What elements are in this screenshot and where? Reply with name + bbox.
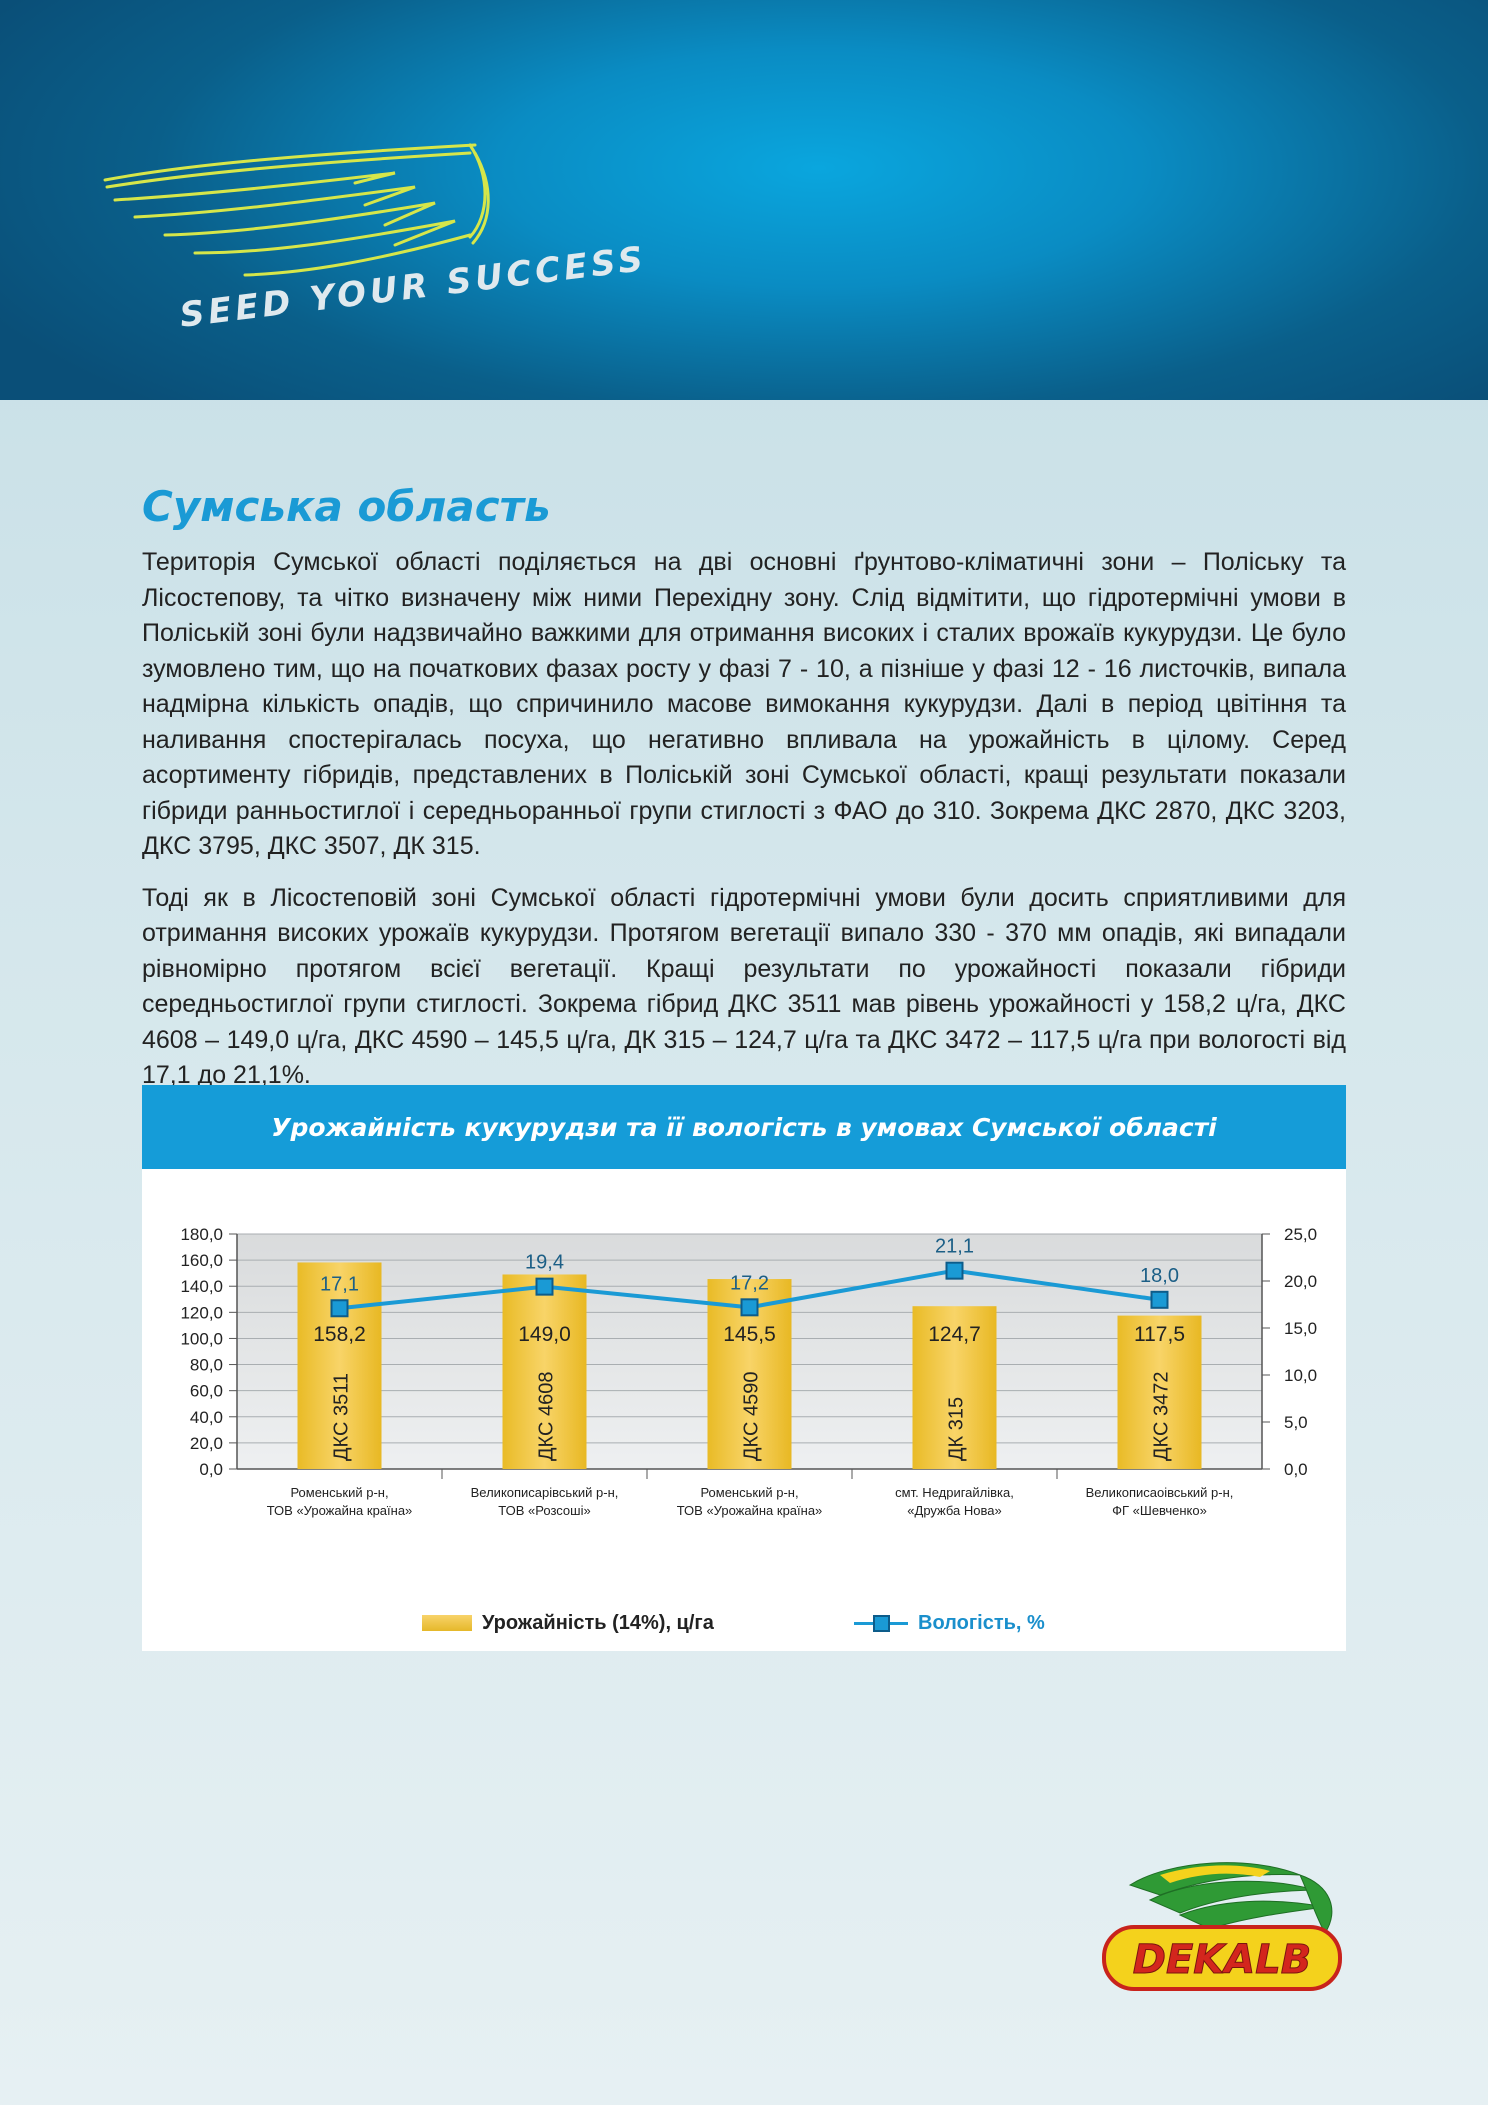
y-left-tick-label: 120,0 [180, 1303, 223, 1322]
moisture-marker [1150, 1290, 1169, 1309]
y-left-tick-label: 40,0 [190, 1408, 223, 1427]
x-category-label: ТОВ «Розсоші» [498, 1503, 590, 1518]
bar-value-label: 117,5 [1134, 1323, 1185, 1346]
y-left-tick-label: 60,0 [190, 1382, 223, 1401]
x-category-label: «Дружба Нова» [907, 1503, 1001, 1518]
y-right-tick-label: 25,0 [1284, 1225, 1317, 1244]
chart-title: Урожайність кукурудзи та її вологість в … [142, 1085, 1346, 1169]
moisture-value-label: 17,2 [730, 1272, 769, 1294]
article-paragraph: Територія Сумської області поділяється н… [142, 548, 1346, 860]
y-left-tick-label: 100,0 [180, 1329, 223, 1348]
header-banner: SEED YOUR SUCCESS [0, 0, 1488, 400]
y-left-tick-label: 180,0 [180, 1225, 223, 1244]
bar-hybrid-label: ДКС 4608 [536, 1372, 558, 1461]
dekalb-logo: DEKALB [1102, 1862, 1342, 1991]
y-right-tick-label: 10,0 [1284, 1366, 1317, 1385]
x-category-label: Великописаоівський р-н, [1086, 1485, 1234, 1500]
moisture-marker [330, 1299, 349, 1318]
x-category-label: Роменський р-н, [290, 1485, 388, 1500]
wing-icon [103, 143, 490, 277]
legend-bar-swatch [422, 1615, 472, 1631]
y-left-tick-label: 0,0 [199, 1460, 223, 1479]
moisture-value-label: 19,4 [525, 1252, 564, 1274]
y-left-tick-label: 160,0 [180, 1251, 223, 1270]
moisture-marker [740, 1298, 759, 1317]
moisture-value-label: 18,0 [1140, 1265, 1179, 1287]
x-category-label: ТОВ «Урожайна країна» [267, 1503, 413, 1518]
logo-text: DEKALB [1133, 1937, 1311, 1983]
bar-value-label: 158,2 [313, 1323, 366, 1346]
y-left-tick-label: 20,0 [190, 1434, 223, 1453]
bar [297, 1262, 382, 1469]
page-title: Сумська область [142, 482, 551, 531]
bar-hybrid-label: ДК 315 [946, 1397, 968, 1461]
moisture-marker [535, 1277, 554, 1296]
chart-legend: Урожайність (14%), ц/га Вологість, % [142, 1608, 1346, 1638]
legend-line-swatch [854, 1613, 908, 1633]
bar-hybrid-label: ДКС 3472 [1151, 1372, 1173, 1461]
bar [912, 1306, 997, 1469]
legend-label: Урожайність (14%), ц/га [482, 1611, 714, 1634]
y-left-tick-label: 80,0 [190, 1356, 223, 1375]
article-paragraph: Тоді як в Лісостеповій зоні Сумської обл… [142, 883, 1346, 1090]
y-right-tick-label: 20,0 [1284, 1272, 1317, 1291]
moisture-value-label: 17,1 [320, 1273, 359, 1295]
bar-hybrid-label: ДКС 4590 [741, 1372, 763, 1461]
bar-value-label: 124,7 [928, 1323, 981, 1346]
x-category-label: ФГ «Шевченко» [1112, 1503, 1207, 1518]
legend-item-moisture: Вологість, % [854, 1608, 1045, 1638]
x-category-label: Роменський р-н, [700, 1485, 798, 1500]
bar [502, 1274, 587, 1469]
bar-value-label: 149,0 [518, 1323, 571, 1346]
legend-label: Вологість, % [918, 1611, 1045, 1634]
bar [1117, 1315, 1202, 1469]
x-category-label: Великописарівський р-н, [471, 1485, 619, 1500]
moisture-marker [945, 1261, 964, 1280]
chart-panel: Урожайність кукурудзи та її вологість в … [142, 1085, 1346, 1651]
bar-hybrid-label: ДКС 3511 [331, 1373, 353, 1461]
bar-value-label: 145,5 [723, 1323, 776, 1346]
y-right-tick-label: 15,0 [1284, 1319, 1317, 1338]
x-category-label: смт. Недригайлівка, [895, 1485, 1014, 1500]
legend-item-yield: Урожайність (14%), ц/га [422, 1608, 714, 1638]
x-category-label: ТОВ «Урожайна країна» [677, 1503, 823, 1518]
y-right-tick-label: 0,0 [1284, 1460, 1308, 1479]
y-left-tick-label: 140,0 [180, 1277, 223, 1296]
moisture-value-label: 21,1 [935, 1236, 974, 1258]
article: Сумська область Територія Сумської облас… [142, 482, 1346, 1094]
y-right-tick-label: 5,0 [1284, 1413, 1308, 1432]
chart-plot: 0,0 20,0 40,0 60,0 80,0 100,0 120,0 140,0 160,0 1… [180, 1225, 1317, 1518]
